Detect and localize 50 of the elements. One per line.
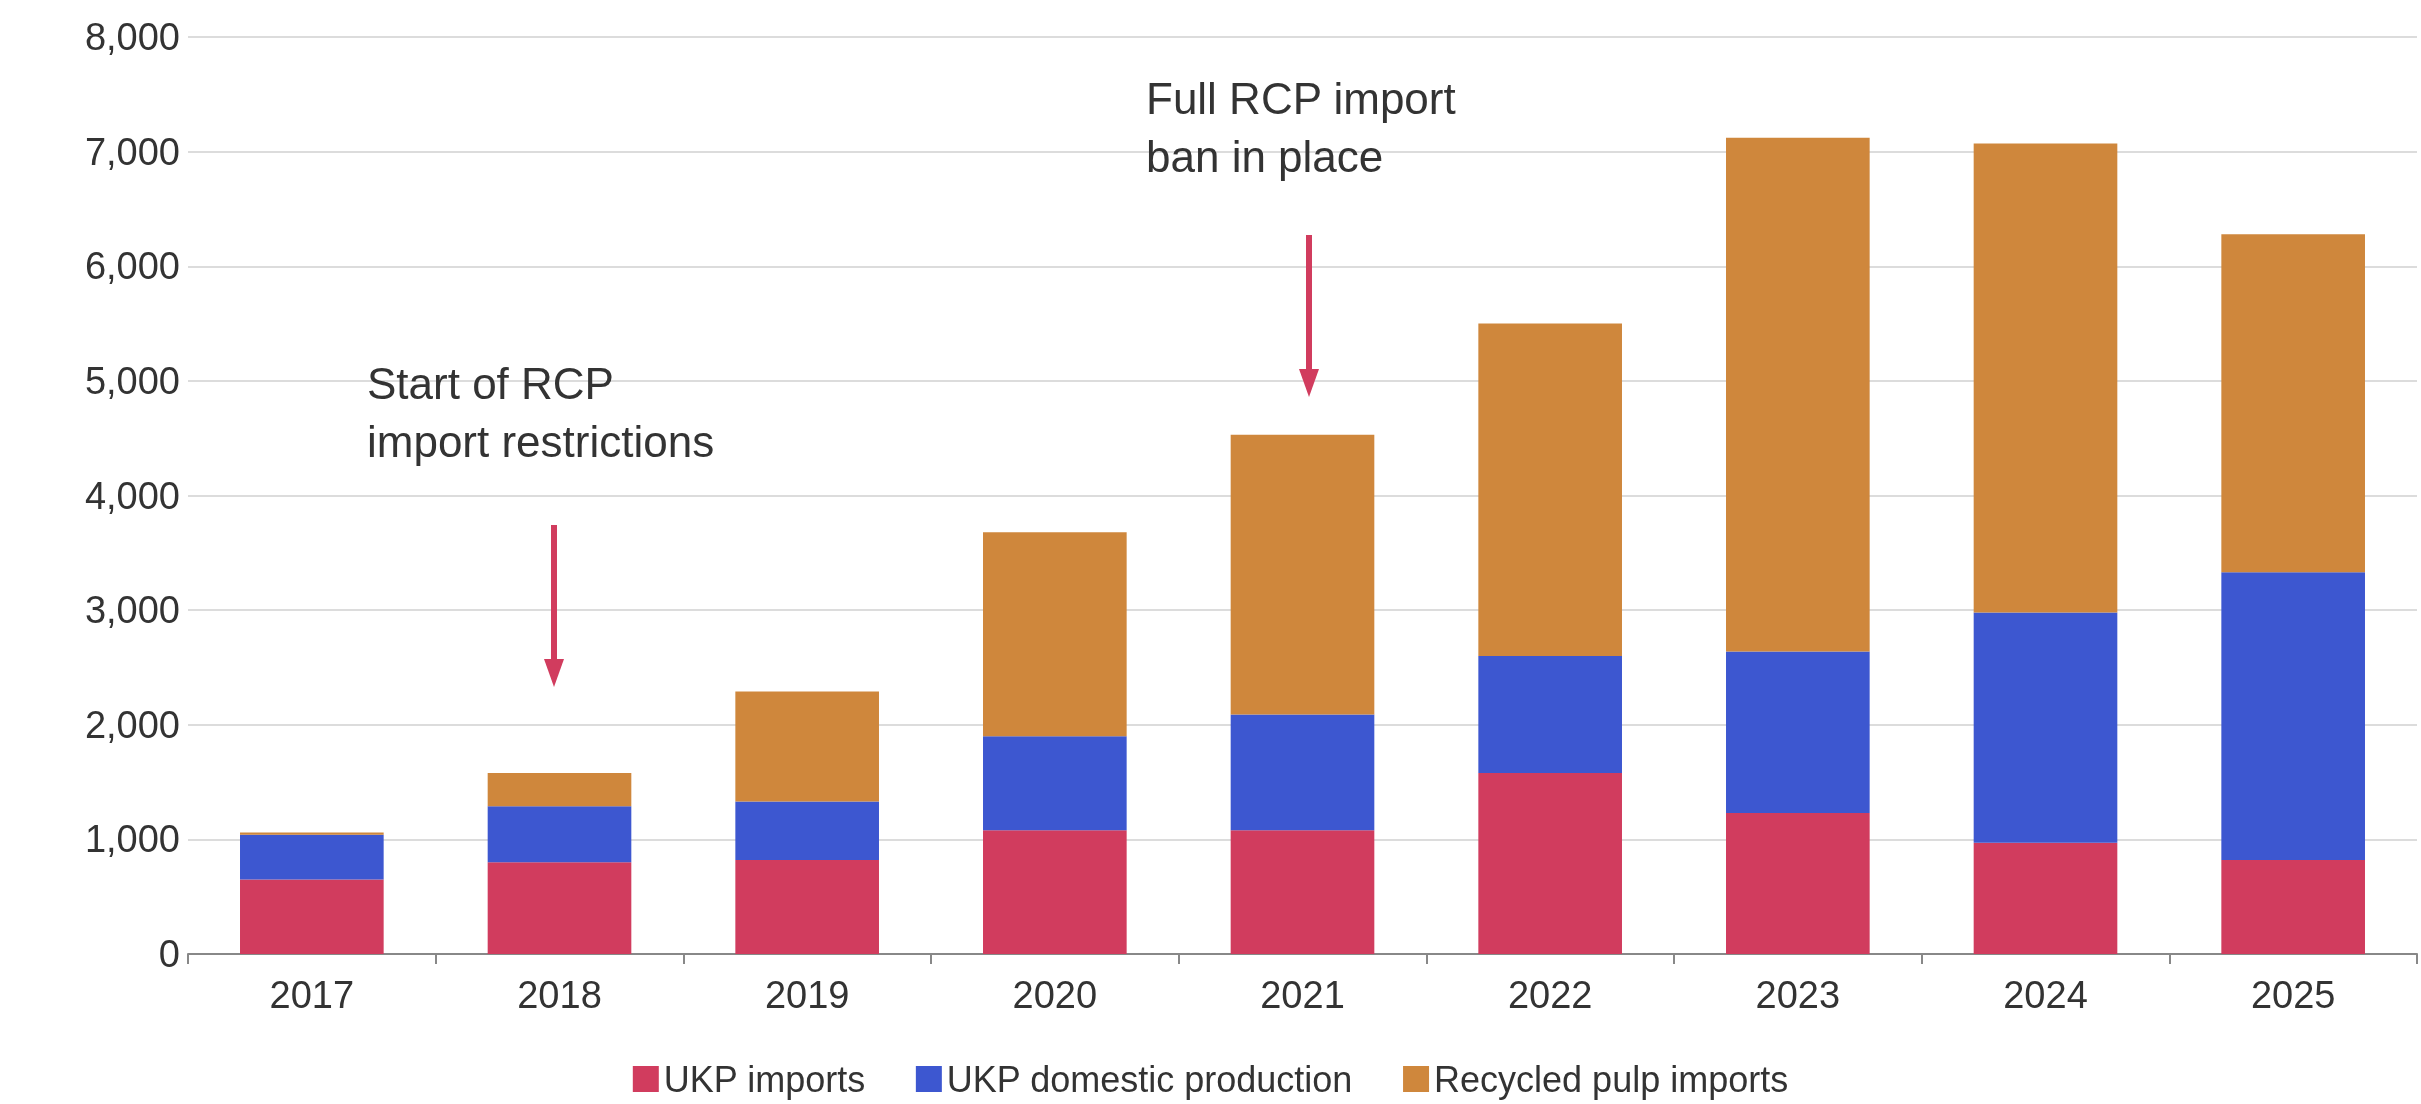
y-tick-label: 3,000: [84, 589, 180, 632]
annotation: Start of RCP import restrictions: [367, 358, 715, 468]
legend-label: Recycled pulp imports: [1434, 1058, 1789, 1100]
y-tick-label: 1,000: [84, 818, 180, 861]
bar: [2221, 860, 2365, 954]
x-tick-label: 2023: [1755, 974, 1841, 1016]
legend-label: UKP imports: [663, 1058, 866, 1100]
y-tick-label: 5,000: [84, 359, 180, 402]
x-tick-label: 2019: [764, 974, 850, 1016]
bar: [487, 772, 632, 807]
annotation: Full RCP import ban in place: [1146, 73, 1456, 183]
bar: [2221, 234, 2365, 573]
y-tick-label: 7,000: [84, 130, 180, 173]
bar: [487, 806, 632, 863]
bar: [1726, 813, 1870, 954]
y-tick-label: 8,000: [84, 16, 180, 58]
y-tick-label: 2,000: [84, 703, 180, 746]
bar: [240, 834, 384, 880]
bar: [1973, 612, 2118, 843]
bar: [735, 860, 879, 954]
bar: [2221, 572, 2365, 861]
bar: [983, 736, 1127, 831]
x-tick-label: 2020: [1012, 974, 1098, 1016]
x-tick-label: 2017: [269, 974, 355, 1016]
bar: [735, 691, 879, 802]
x-tick-label: 2021: [1260, 974, 1345, 1016]
y-tick-label: 0: [158, 933, 180, 975]
bar: [983, 532, 1127, 737]
bar: [1230, 830, 1375, 954]
bar: [1478, 323, 1622, 656]
bar: [1973, 842, 2118, 954]
bar: [1973, 143, 2118, 613]
bar: [1230, 434, 1375, 715]
x-tick-label: 2018: [517, 974, 602, 1016]
bar: [240, 879, 384, 954]
y-tick-label: 6,000: [84, 245, 180, 288]
bar: [1726, 651, 1870, 814]
x-tick-label: 2025: [2250, 974, 2336, 1016]
bar: [1478, 772, 1622, 954]
bar: [983, 830, 1127, 954]
x-tick-label: 2024: [2003, 974, 2088, 1016]
legend-label: UKP domestic production: [946, 1058, 1353, 1100]
bar: [1726, 137, 1870, 652]
bar: [1230, 714, 1375, 831]
bar: [487, 862, 632, 954]
bar: [735, 801, 879, 861]
bar: [1478, 655, 1622, 773]
x-tick-label: 2022: [1507, 974, 1593, 1016]
y-tick-label: 4,000: [84, 474, 180, 517]
bar: [240, 832, 384, 835]
